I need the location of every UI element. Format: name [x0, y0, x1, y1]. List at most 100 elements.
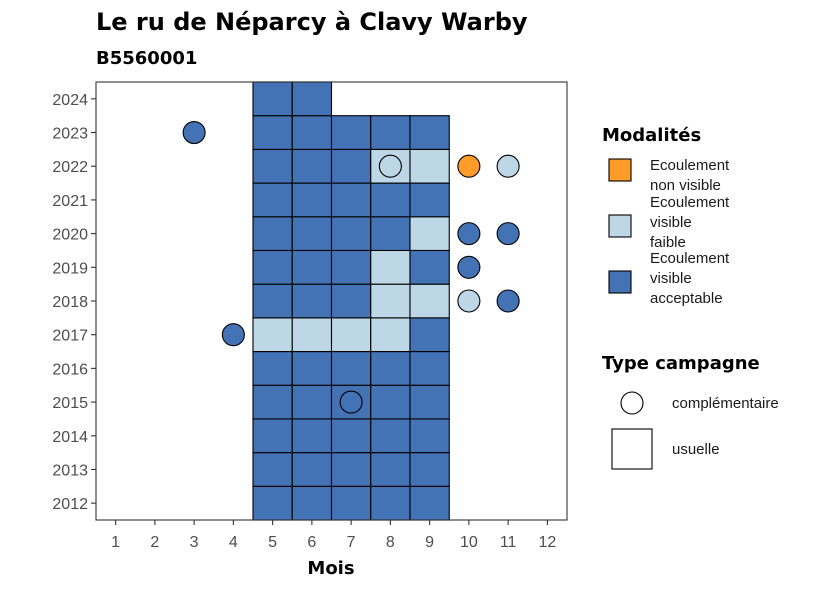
tile-2022-7: [330, 148, 372, 184]
tile-2012-5: [252, 485, 293, 521]
tile-2018-5: [252, 283, 293, 319]
tile-2019-9: [409, 249, 450, 285]
point-2019-10: [457, 255, 481, 279]
x-tick-label: 1: [111, 534, 120, 551]
tile-2023-9: [409, 115, 450, 150]
tile-2024-6: [291, 81, 333, 117]
tile-2019-5: [252, 249, 293, 285]
usuelle-tiles: [252, 81, 450, 521]
legend-key-usuelle: [611, 428, 653, 470]
point-2015-7: [339, 390, 363, 414]
tile-2013-8: [370, 452, 411, 487]
legend-type-campagne: Type campagne complémentaire usuelle: [602, 353, 779, 470]
tile-2019-6: [291, 249, 333, 285]
tile-2018-9: [409, 283, 450, 319]
legend-label-nv: Ecoulement: [650, 157, 730, 174]
point-2017-4: [221, 323, 245, 347]
tile-2022-5: [252, 148, 293, 184]
complementaire-points: [182, 120, 520, 414]
y-tick-label: 2013: [52, 462, 88, 479]
y-tick-label: 2012: [52, 496, 88, 513]
tile-2023-8: [370, 115, 411, 150]
y-tick-label: 2020: [52, 227, 88, 244]
tile-2022-6: [291, 148, 333, 184]
x-axis-ticks: 1 2 3 4 5 6 7 8 9 10 11 12: [111, 520, 556, 551]
tile-2020-5: [252, 216, 293, 252]
tile-2016-9: [409, 350, 450, 386]
chart-subtitle: B5560001: [96, 48, 197, 69]
tile-2015-6: [291, 384, 333, 420]
y-tick-label: 2023: [52, 126, 88, 143]
tile-2012-6: [291, 485, 333, 521]
tile-2021-6: [291, 182, 333, 218]
tile-2021-5: [252, 182, 293, 218]
y-axis-ticks: 2012 2013 2014 2015 2016 2017 2018 2019 2020 2021…: [52, 92, 96, 513]
tile-2016-7: [330, 350, 372, 386]
tile-2014-6: [291, 418, 333, 454]
tile-2020-6: [291, 216, 333, 252]
tile-2013-5: [252, 452, 293, 487]
x-tick-label: 7: [347, 534, 356, 551]
legend-modalites-title: Modalités: [602, 125, 701, 146]
point-2020-10: [457, 222, 481, 246]
tile-2017-9: [409, 317, 450, 353]
y-tick-label: 2016: [52, 361, 88, 378]
legend-key-va: [608, 270, 632, 294]
plot-area: 1 2 3 4 5 6 7 8 9 10 11 12 201220132014201520162017…: [52, 81, 568, 551]
tile-2013-6: [291, 452, 333, 487]
tile-2017-8: [370, 317, 411, 353]
x-tick-label: 6: [307, 534, 316, 551]
tile-2015-8: [370, 384, 411, 420]
tile-2018-6: [291, 283, 333, 319]
tile-2018-8: [370, 283, 411, 319]
point-2022-8: [378, 154, 402, 178]
y-tick-label: 2014: [52, 429, 88, 446]
tile-2024-5: [252, 81, 293, 117]
point-2022-11: [496, 154, 520, 178]
legend-label-nv: non visible: [650, 177, 721, 194]
x-tick-label: 12: [538, 534, 556, 551]
legend-label-vf: visible: [650, 214, 692, 231]
legend-key-complementaire: [620, 391, 644, 415]
tile-2023-7: [330, 115, 372, 150]
tile-2016-5: [252, 350, 293, 386]
tile-2014-7: [330, 418, 372, 454]
point-2022-10: [457, 154, 481, 178]
y-tick-label: 2015: [52, 395, 88, 412]
x-tick-label: 2: [150, 534, 159, 551]
y-tick-label: 2021: [52, 193, 88, 210]
x-tick-label: 4: [229, 534, 238, 551]
legend-key-nv: [608, 158, 632, 182]
y-tick-label: 2024: [52, 92, 88, 109]
x-tick-label: 10: [460, 534, 478, 551]
x-tick-label: 11: [500, 534, 517, 551]
tile-2018-7: [330, 283, 372, 319]
y-tick-label: 2022: [52, 159, 88, 176]
point-2020-11: [496, 222, 520, 246]
tile-2014-5: [252, 418, 293, 454]
tile-2020-9: [409, 216, 450, 252]
tile-2021-7: [330, 182, 372, 218]
legend-label-vf: faible: [650, 234, 686, 251]
tile-2023-5: [252, 115, 293, 150]
x-tick-label: 9: [425, 534, 434, 551]
tile-2019-7: [330, 249, 372, 285]
x-axis-title: Mois: [307, 558, 354, 579]
tile-2016-6: [291, 350, 333, 386]
tile-2016-8: [370, 350, 411, 386]
legend-label-va: visible: [650, 270, 692, 287]
chart-title: Le ru de Néparcy à Clavy Warby: [96, 8, 528, 36]
tile-2012-8: [370, 485, 411, 521]
tile-2020-8: [370, 216, 411, 252]
point-2023-3: [182, 120, 206, 145]
tile-2019-8: [370, 249, 411, 285]
tile-2012-9: [409, 485, 450, 521]
y-tick-label: 2017: [52, 328, 88, 345]
y-tick-label: 2019: [52, 260, 88, 277]
legend-key-vf: [608, 214, 632, 238]
tile-2021-9: [409, 182, 450, 218]
tile-2017-7: [330, 317, 372, 353]
x-tick-label: 5: [268, 534, 277, 551]
